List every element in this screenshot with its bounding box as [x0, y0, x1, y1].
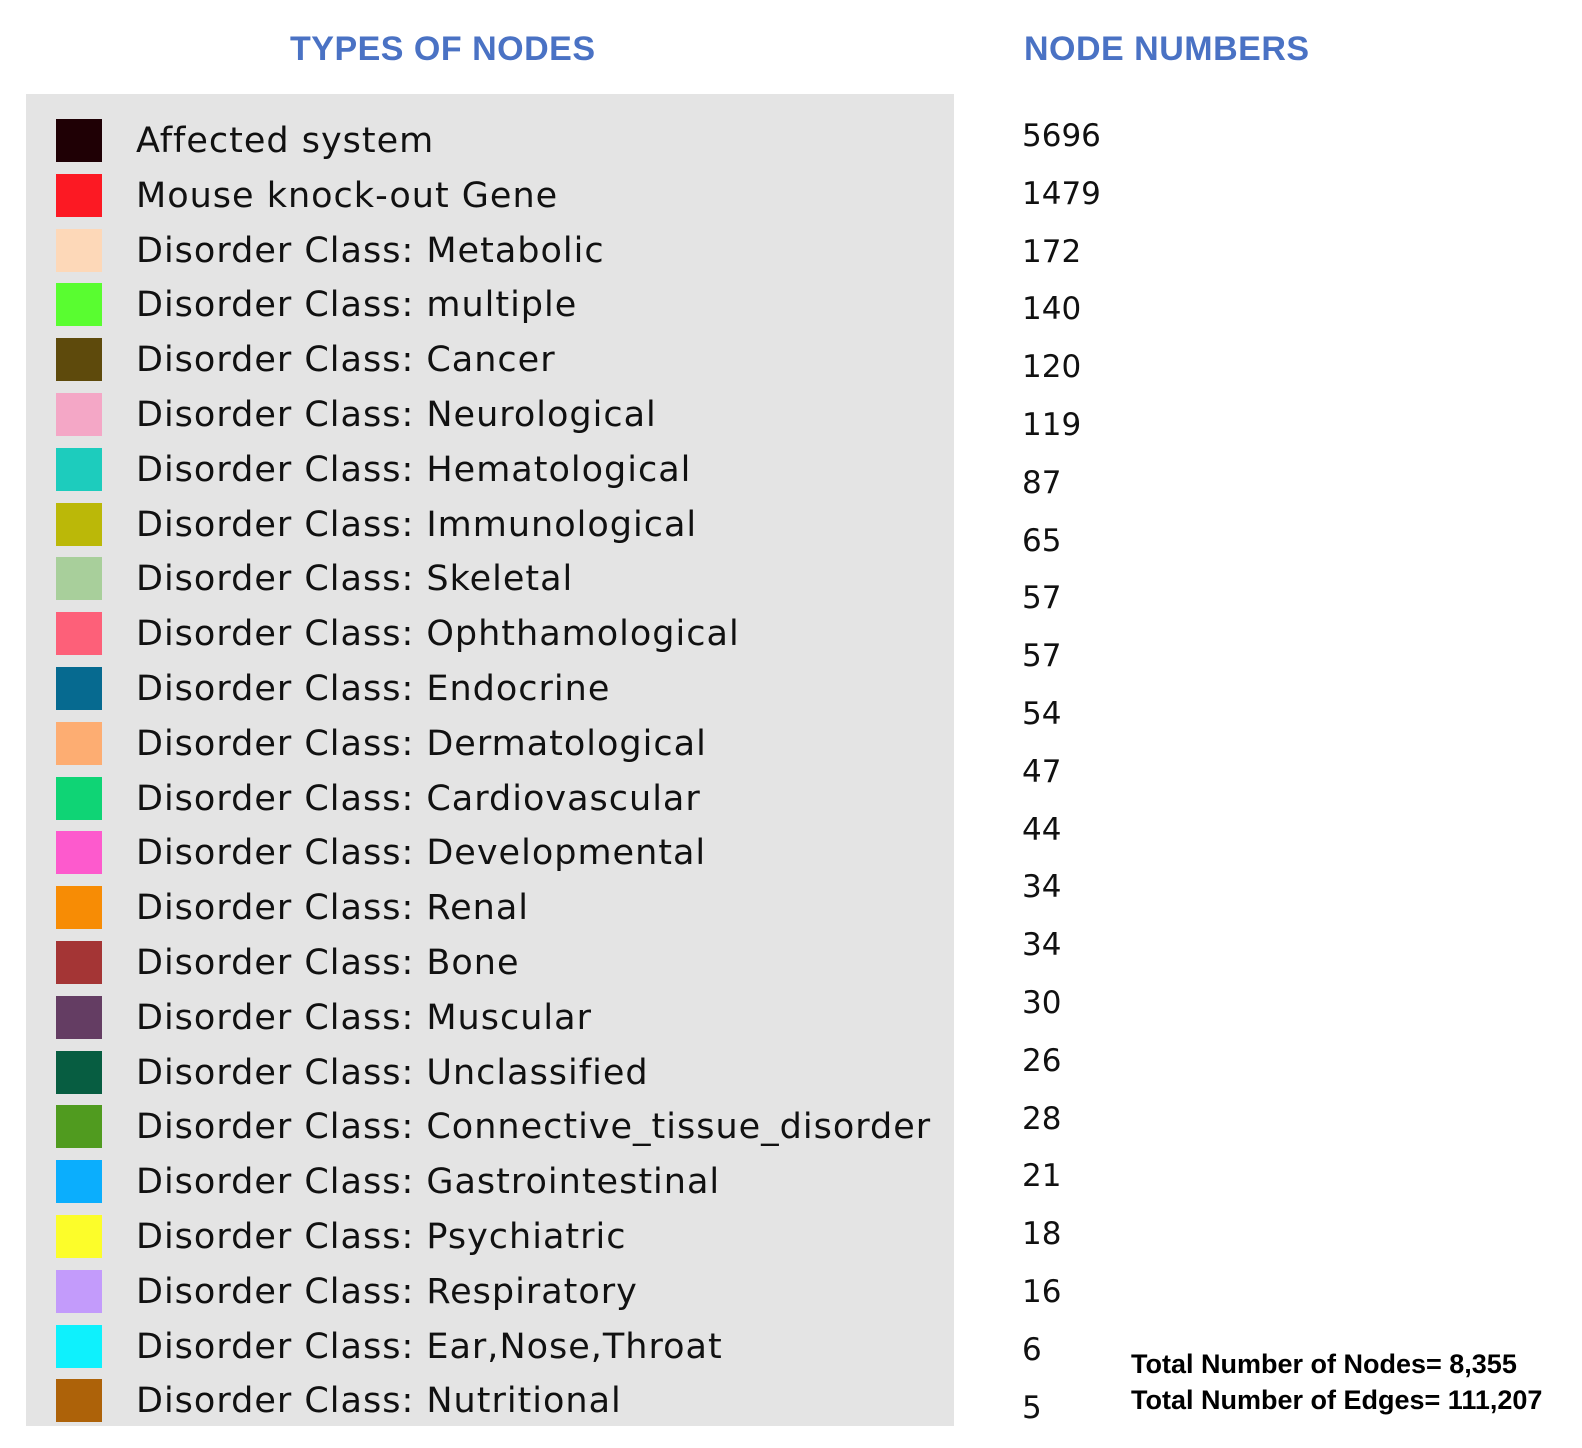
legend-label: Disorder Class: Unclassified	[136, 1052, 649, 1093]
legend-swatch	[56, 995, 102, 1039]
legend-label: Disorder Class: Metabolic	[136, 230, 605, 271]
node-count: 26	[1022, 1042, 1062, 1079]
legend-swatch	[56, 1324, 102, 1368]
node-count: 5696	[1022, 118, 1101, 154]
legend-label: Disorder Class: Bone	[136, 943, 520, 983]
node-count: 6	[1022, 1331, 1042, 1368]
node-count: 140	[1022, 291, 1082, 328]
legend-label: Disorder Class: Dermatological	[136, 723, 707, 764]
node-count: 47	[1022, 753, 1062, 790]
legend-swatch	[56, 1160, 102, 1204]
legend-label: Disorder Class: Gastrointestinal	[136, 1162, 721, 1203]
legend-label: Disorder Class: Respiratory	[136, 1271, 638, 1312]
legend-swatch	[56, 667, 102, 710]
legend-label: Disorder Class: Muscular	[136, 997, 592, 1038]
legend-label: Disorder Class: Skeletal	[136, 559, 574, 600]
legend-label: Disorder Class: Endocrine	[136, 669, 611, 709]
legend-swatch	[56, 393, 102, 436]
node-types-legend: Affected system Mouse knock-out Gene Disor…	[26, 94, 954, 1426]
node-count: 65	[1022, 522, 1062, 559]
legend-swatch	[56, 502, 102, 546]
legend-swatch	[56, 1105, 102, 1149]
legend-label: Disorder Class: Psychiatric	[136, 1217, 627, 1257]
legend-label: Mouse knock-out Gene	[136, 175, 559, 216]
legend-label: Disorder Class: Ophthamological	[136, 614, 740, 655]
legend-label: Disorder Class: Ear,Nose,Throat	[136, 1326, 723, 1367]
node-count: 21	[1022, 1158, 1062, 1195]
legend-label: Disorder Class: Renal	[136, 888, 529, 929]
node-count: 34	[1022, 869, 1062, 906]
legend-label: Disorder Class: Nutritional	[136, 1381, 622, 1422]
node-count: 119	[1022, 407, 1082, 443]
legend-swatch	[56, 447, 102, 491]
types-of-nodes-heading: TYPES OF NODES	[290, 30, 596, 68]
legend-label: Disorder Class: Neurological	[136, 395, 657, 435]
node-numbers-heading: NODE NUMBERS	[1024, 30, 1310, 68]
node-count: 18	[1022, 1216, 1062, 1253]
node-count: 28	[1022, 1100, 1062, 1137]
legend-swatch	[56, 721, 102, 765]
legend-swatch	[56, 776, 102, 820]
legend-label: Affected system	[136, 121, 435, 161]
legend-label: Disorder Class: Cancer	[136, 340, 556, 381]
node-count: 1479	[1022, 175, 1101, 212]
node-count: 30	[1022, 985, 1062, 1021]
node-count: 44	[1022, 811, 1062, 848]
legend-swatch	[56, 1215, 102, 1258]
node-count: 34	[1022, 927, 1062, 964]
legend-swatch	[56, 886, 102, 930]
legend-swatch	[56, 1379, 102, 1423]
node-count: 5	[1022, 1389, 1042, 1426]
legend-label: Disorder Class: Cardiovascular	[136, 778, 701, 819]
total-nodes-text: Total Number of Nodes= 8,355	[1131, 1349, 1517, 1379]
legend-swatch	[56, 173, 102, 217]
legend-label: Disorder Class: Developmental	[136, 833, 707, 874]
node-count: 172	[1022, 233, 1082, 270]
legend-label: Disorder Class: multiple	[136, 285, 578, 326]
legend-swatch	[56, 338, 102, 382]
legend-swatch	[56, 119, 102, 162]
node-count: 57	[1022, 580, 1062, 617]
node-count: 54	[1022, 696, 1062, 732]
legend-label: Disorder Class: Connective_tissue_disord…	[136, 1107, 932, 1148]
node-count: 120	[1022, 349, 1082, 386]
legend-swatch	[56, 612, 102, 656]
legend-swatch	[56, 228, 102, 272]
legend-swatch	[56, 941, 102, 984]
node-count: 57	[1022, 638, 1062, 675]
node-count: 16	[1022, 1274, 1062, 1310]
legend-swatch	[56, 831, 102, 875]
node-count: 87	[1022, 464, 1062, 501]
total-edges-text: Total Number of Edges= 111,207	[1131, 1385, 1543, 1415]
legend-swatch	[56, 557, 102, 601]
legend-swatch	[56, 1269, 102, 1313]
legend-label: Disorder Class: Hematological	[136, 449, 692, 490]
legend-label: Disorder Class: Immunological	[136, 504, 698, 545]
legend-swatch	[56, 283, 102, 327]
legend-swatch	[56, 1050, 102, 1094]
